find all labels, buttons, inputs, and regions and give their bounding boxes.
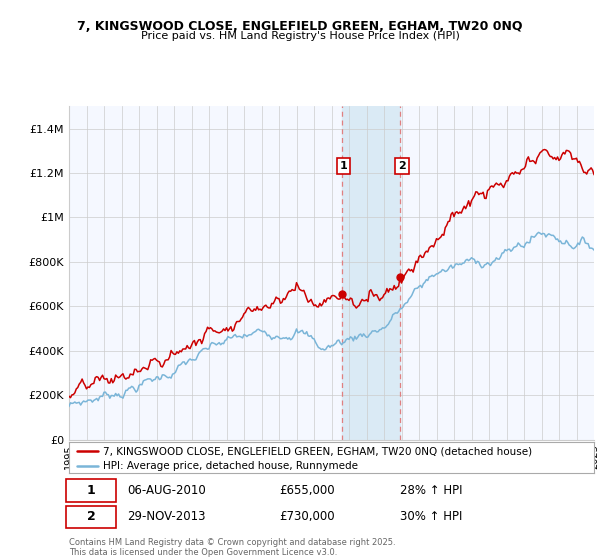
Text: 1: 1 xyxy=(86,484,95,497)
Text: Contains HM Land Registry data © Crown copyright and database right 2025.
This d: Contains HM Land Registry data © Crown c… xyxy=(69,538,395,557)
Text: 2: 2 xyxy=(398,161,406,171)
Text: HPI: Average price, detached house, Runnymede: HPI: Average price, detached house, Runn… xyxy=(103,461,358,472)
Text: 1: 1 xyxy=(340,161,347,171)
Text: Price paid vs. HM Land Registry's House Price Index (HPI): Price paid vs. HM Land Registry's House … xyxy=(140,31,460,41)
Bar xyxy=(341,106,400,440)
Text: 29-NOV-2013: 29-NOV-2013 xyxy=(127,510,205,524)
Text: 28% ↑ HPI: 28% ↑ HPI xyxy=(400,484,462,497)
Text: £730,000: £730,000 xyxy=(279,510,335,524)
FancyBboxPatch shape xyxy=(67,479,116,502)
Text: 7, KINGSWOOD CLOSE, ENGLEFIELD GREEN, EGHAM, TW20 0NQ: 7, KINGSWOOD CLOSE, ENGLEFIELD GREEN, EG… xyxy=(77,20,523,32)
Text: 30% ↑ HPI: 30% ↑ HPI xyxy=(400,510,462,524)
Text: 7, KINGSWOOD CLOSE, ENGLEFIELD GREEN, EGHAM, TW20 0NQ (detached house): 7, KINGSWOOD CLOSE, ENGLEFIELD GREEN, EG… xyxy=(103,446,532,456)
Text: £655,000: £655,000 xyxy=(279,484,335,497)
Text: 2: 2 xyxy=(86,510,95,524)
FancyBboxPatch shape xyxy=(67,506,116,528)
Text: 06-AUG-2010: 06-AUG-2010 xyxy=(127,484,205,497)
